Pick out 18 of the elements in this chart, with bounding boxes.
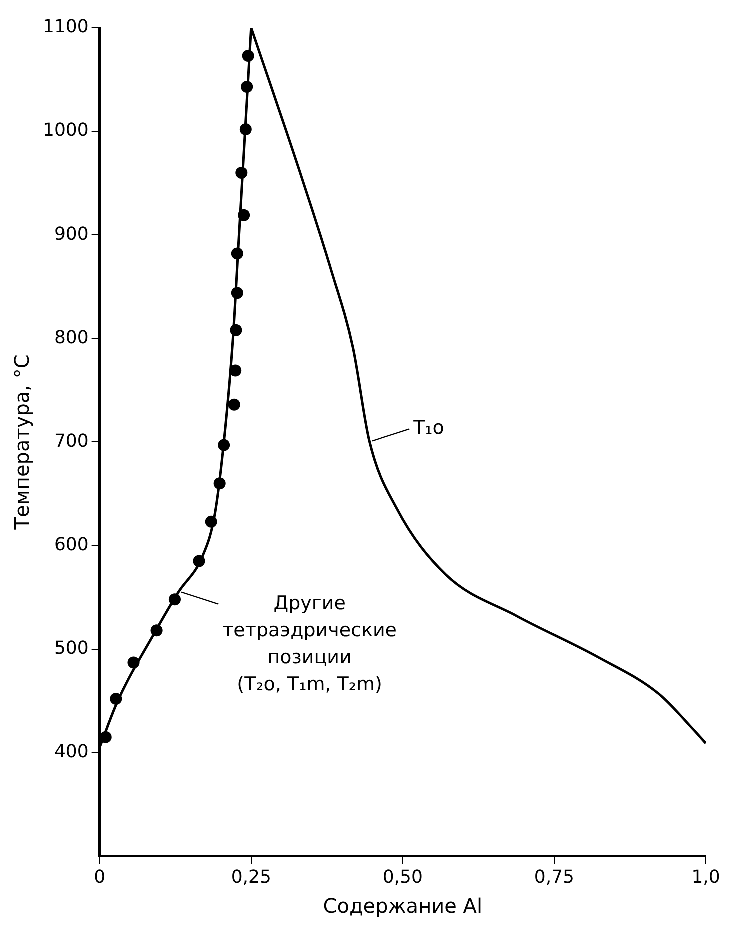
y-tick-label: 1100 bbox=[42, 16, 89, 38]
annotation: T₁o bbox=[412, 417, 444, 440]
x-tick-label: 0,50 bbox=[382, 866, 423, 888]
x-tick-label: 1,0 bbox=[692, 866, 720, 888]
y-tick-label: 700 bbox=[54, 430, 89, 452]
y-axis-title: Температура, °C bbox=[10, 354, 34, 531]
y-tick-label: 600 bbox=[54, 534, 89, 556]
annotation: Другие тетраэдрические позиции (T₂o, T₁m, T₂m) bbox=[222, 592, 397, 696]
x-tick-label: 0,75 bbox=[534, 866, 574, 888]
x-tick-label: 0,25 bbox=[231, 866, 272, 888]
y-tick-label: 500 bbox=[54, 638, 89, 659]
y-tick-label: 1000 bbox=[42, 120, 89, 142]
x-axis-title: Содержание Al bbox=[323, 894, 483, 918]
x-tick-label: 0 bbox=[94, 866, 106, 888]
y-tick-label: 800 bbox=[54, 327, 89, 348]
y-tick-label: 900 bbox=[54, 224, 89, 245]
y-tick-label: 400 bbox=[54, 742, 89, 763]
point bbox=[228, 398, 240, 411]
